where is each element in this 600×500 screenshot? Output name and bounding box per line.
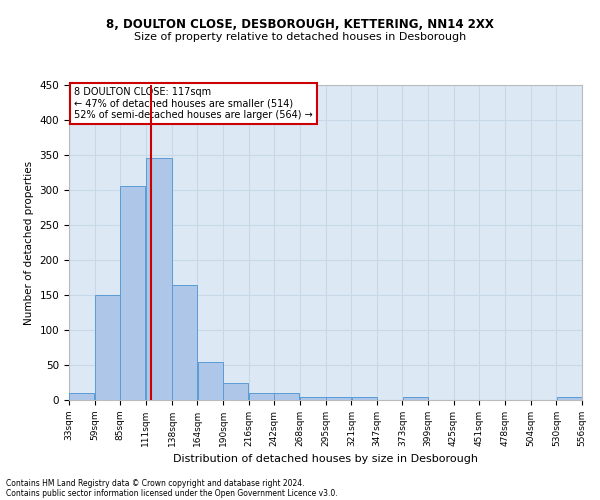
Text: Contains HM Land Registry data © Crown copyright and database right 2024.: Contains HM Land Registry data © Crown c… [6,478,305,488]
Bar [95,295,120,400]
Bar [146,158,172,400]
Bar [249,393,274,400]
Bar [223,382,248,400]
Bar [300,396,326,400]
Bar [198,362,223,400]
Bar [120,186,145,400]
Bar [557,396,582,400]
Bar [403,396,428,400]
Y-axis label: Number of detached properties: Number of detached properties [24,160,34,324]
Text: 8, DOULTON CLOSE, DESBOROUGH, KETTERING, NN14 2XX: 8, DOULTON CLOSE, DESBOROUGH, KETTERING,… [106,18,494,30]
Text: 8 DOULTON CLOSE: 117sqm
← 47% of detached houses are smaller (514)
52% of semi-d: 8 DOULTON CLOSE: 117sqm ← 47% of detache… [74,86,313,120]
X-axis label: Distribution of detached houses by size in Desborough: Distribution of detached houses by size … [173,454,478,464]
Text: Size of property relative to detached houses in Desborough: Size of property relative to detached ho… [134,32,466,42]
Text: Contains public sector information licensed under the Open Government Licence v3: Contains public sector information licen… [6,488,338,498]
Bar [352,396,377,400]
Bar [274,393,299,400]
Bar [326,396,351,400]
Bar [69,393,94,400]
Bar [172,284,197,400]
